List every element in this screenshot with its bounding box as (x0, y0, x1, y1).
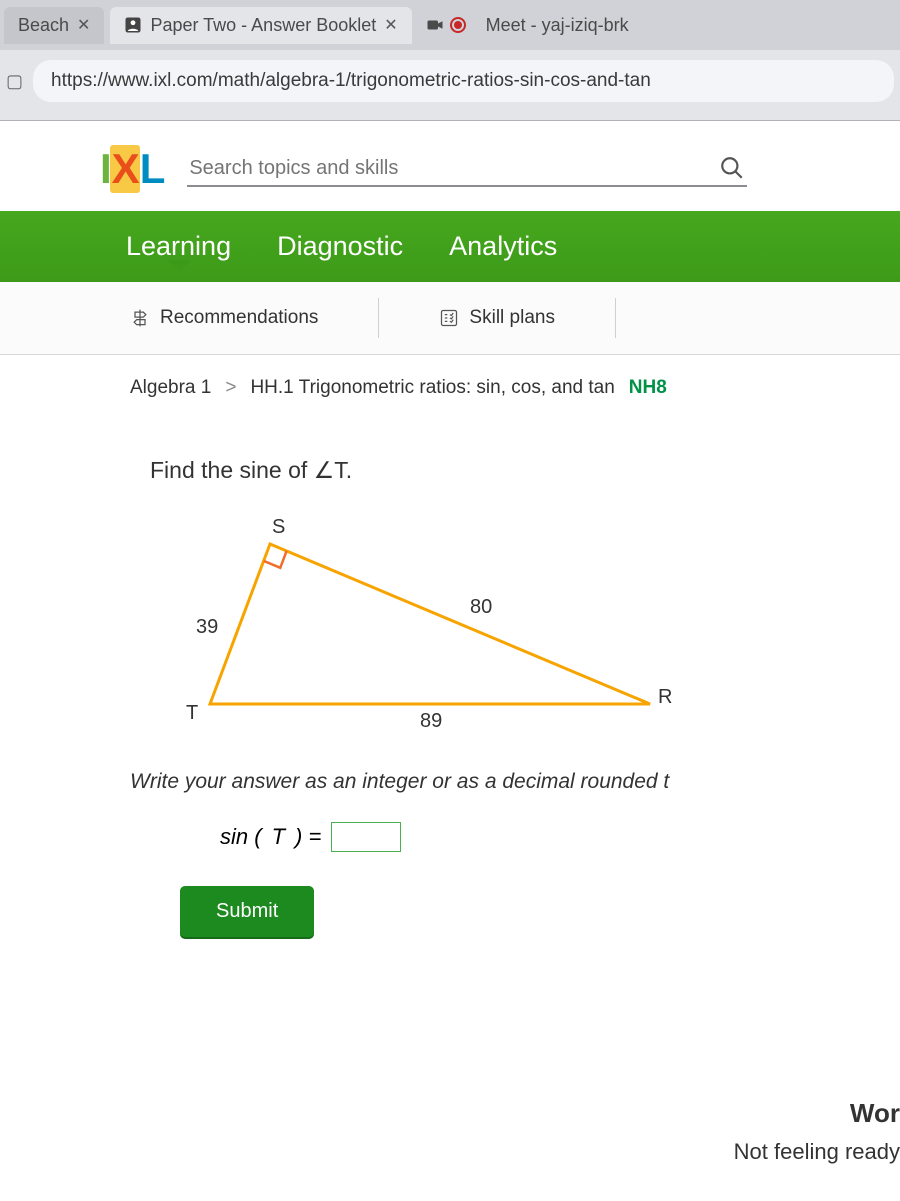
answer-row: sin ( T ) = (100, 794, 900, 852)
checklist-icon (439, 308, 459, 328)
logo-letter-l: L (140, 145, 164, 193)
vertex-label-r: R (658, 686, 672, 709)
close-icon[interactable]: ✕ (77, 15, 90, 35)
nav-label: Learning (126, 231, 231, 261)
subnav-skill-plans[interactable]: Skill plans (439, 307, 555, 329)
side-label-tr: 89 (420, 710, 442, 733)
url-field[interactable]: https://www.ixl.com/math/algebra-1/trigo… (33, 60, 894, 102)
tab-title: Paper Two - Answer Booklet (150, 15, 376, 36)
nav-diagnostic[interactable]: Diagnostic (277, 231, 403, 262)
skill-code: NH8 (629, 377, 667, 399)
browser-tab-paper-two[interactable]: Paper Two - Answer Booklet ✕ (110, 7, 411, 44)
footer-line-2[interactable]: Not feeling ready (734, 1139, 900, 1165)
answer-label-pre: sin ( (220, 824, 262, 850)
video-icon (426, 16, 444, 34)
breadcrumb-skill: HH.1 Trigonometric ratios: sin, cos, and… (250, 377, 614, 399)
search-bar[interactable] (187, 151, 747, 187)
footer-hint: Wor Not feeling ready (734, 1098, 900, 1165)
subnav-recommendations[interactable]: Recommendations (130, 307, 318, 329)
triangle-svg (150, 514, 670, 744)
divider (615, 298, 616, 338)
breadcrumb-subject[interactable]: Algebra 1 (130, 377, 211, 399)
tab-title: Meet - yaj-iziq-brk (486, 15, 629, 36)
subnav-label: Recommendations (160, 307, 318, 329)
browser-tab-beach[interactable]: Beach ✕ (4, 7, 104, 44)
signpost-icon (130, 308, 150, 328)
browser-tab-strip: Beach ✕ Paper Two - Answer Booklet ✕ Mee… (0, 0, 900, 50)
answer-instruction: Write your answer as an integer or as a … (100, 754, 900, 794)
address-bar: ▢ https://www.ixl.com/math/algebra-1/tri… (0, 50, 900, 121)
question-prompt: Find the sine of ∠T. (100, 407, 900, 484)
divider (378, 298, 379, 338)
side-label-sr: 80 (470, 596, 492, 619)
side-label-st: 39 (196, 616, 218, 639)
answer-input[interactable] (331, 822, 401, 852)
vertex-label-s: S (272, 516, 285, 539)
footer-line-1: Wor (734, 1098, 900, 1129)
sub-nav: Recommendations Skill plans (0, 282, 900, 355)
search-icon[interactable] (719, 155, 745, 181)
submit-button[interactable]: Submit (180, 886, 314, 937)
breadcrumb: Algebra 1 > HH.1 Trigonometric ratios: s… (100, 355, 900, 407)
chevron-right-icon: > (225, 377, 236, 399)
site-header: IXL (100, 121, 900, 211)
close-icon[interactable]: ✕ (384, 15, 397, 35)
ixl-logo[interactable]: IXL (100, 145, 163, 193)
shield-icon: ▢ (6, 71, 23, 92)
tab-title: Beach (18, 15, 69, 36)
search-input[interactable] (189, 157, 719, 180)
subnav-label: Skill plans (469, 307, 555, 329)
triangle-figure: S T R 39 80 89 (150, 514, 670, 744)
browser-tab-meet[interactable]: Meet - yaj-iziq-brk (472, 7, 643, 44)
answer-label-var: T (272, 824, 285, 850)
nav-analytics[interactable]: Analytics (449, 231, 557, 262)
answer-label-post: ) = (295, 824, 321, 850)
nav-learning[interactable]: Learning (126, 231, 231, 262)
person-icon (124, 16, 142, 34)
vertex-label-t: T (186, 702, 198, 725)
record-icon (450, 17, 466, 33)
page-content: IXL Learning Diagnostic Analytics Recomm… (0, 121, 900, 1201)
logo-letter-x: X (110, 145, 140, 193)
active-tab-indicator-icon (167, 260, 191, 272)
primary-nav: Learning Diagnostic Analytics (0, 211, 900, 282)
logo-letter-i: I (100, 145, 110, 193)
